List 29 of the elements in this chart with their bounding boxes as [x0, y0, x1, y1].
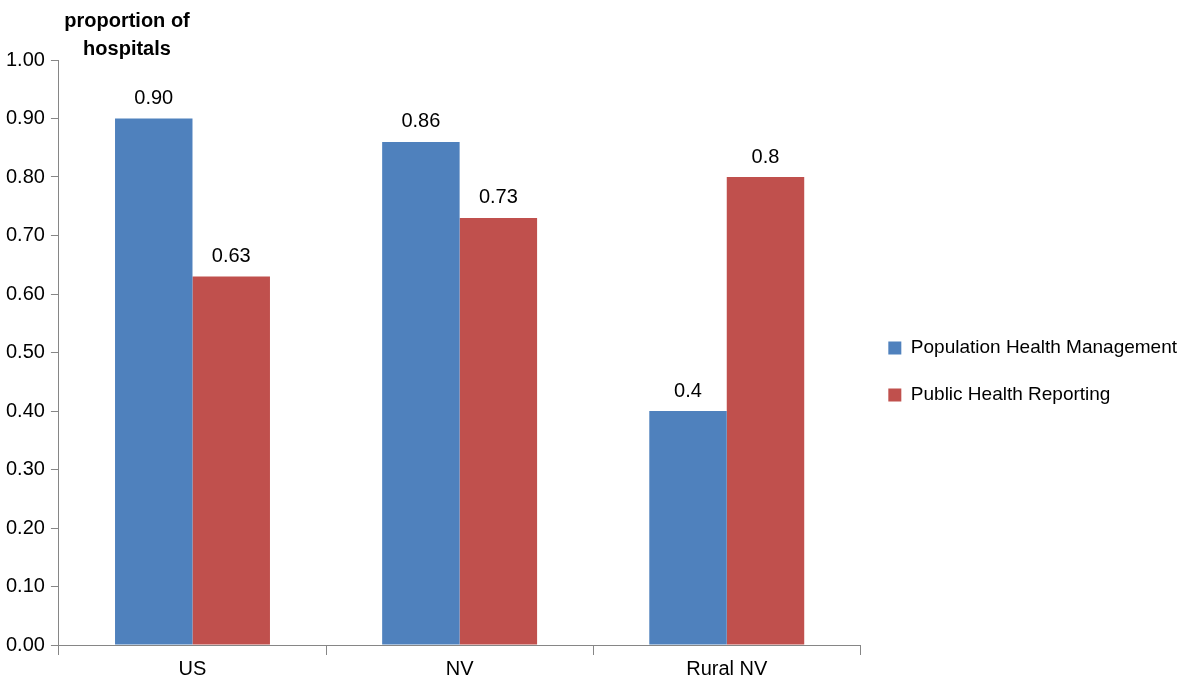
y-tick-label: 0.60 — [5, 281, 45, 304]
y-tick-label: 0.80 — [5, 164, 45, 187]
data-label: 0.4 — [674, 378, 702, 401]
x-tick-label: Rural NV — [686, 656, 768, 679]
data-label: 0.90 — [134, 86, 174, 109]
y-tick-label: 0.30 — [5, 457, 45, 480]
y-tick-label: 0.90 — [5, 106, 45, 129]
y-axis-title: proportion of hospitals — [64, 9, 191, 59]
y-tick-label: 1.00 — [5, 47, 45, 70]
y-tick-label: 0.00 — [5, 632, 45, 655]
data-label: 0.8 — [751, 144, 780, 167]
bar — [115, 118, 193, 645]
y-tick-label: 0.70 — [5, 223, 45, 246]
bar — [382, 141, 460, 645]
x-tick-label: US — [178, 656, 207, 679]
y-tick-label: 0.20 — [5, 515, 45, 538]
legend-label: Population Health Management — [910, 336, 1178, 358]
bar — [459, 217, 538, 645]
data-label: 0.73 — [478, 185, 518, 208]
data-label: 0.63 — [211, 243, 251, 266]
y-tick-label: 0.10 — [5, 574, 45, 597]
bar — [649, 411, 727, 645]
y-tick-label: 0.40 — [5, 398, 45, 421]
bar — [192, 276, 270, 645]
legend-label: Public Health Reporting — [910, 383, 1111, 405]
bar — [726, 177, 805, 645]
y-tick-label: 0.50 — [5, 340, 45, 363]
x-tick-label: NV — [445, 656, 475, 679]
data-label: 0.86 — [401, 109, 441, 132]
